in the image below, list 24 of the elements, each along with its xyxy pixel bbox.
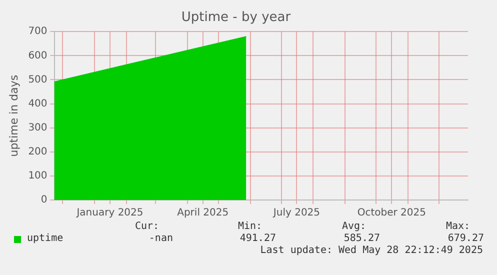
x-tick-label: October 2025 [357, 208, 426, 219]
y-axis-title: uptime in days [7, 74, 20, 157]
y-tick-label: 700 [28, 26, 48, 38]
y-tick-label: 300 [28, 122, 48, 134]
x-tick-label: July 2025 [272, 208, 320, 219]
chart-title: Uptime - by year [181, 10, 292, 26]
y-tick-label: 400 [28, 98, 48, 110]
y-tick-label: 200 [28, 146, 48, 158]
y-tick-label: 600 [28, 50, 48, 62]
y-tick-label: 500 [28, 74, 48, 86]
text: 585.27 [344, 233, 380, 244]
y-tick-label: 0 [40, 194, 48, 206]
text: Min: [238, 221, 262, 232]
legend-label: uptime [27, 233, 64, 244]
text: Avg: [342, 221, 366, 232]
text: -nan [148, 233, 173, 244]
text: 679.27 [448, 233, 484, 244]
text: 491.27 [240, 233, 276, 244]
x-tick-label: January 2025 [76, 208, 144, 219]
y-tick-label: 100 [28, 170, 48, 182]
x-tick-label: April 2025 [177, 208, 229, 219]
text: Last update: Wed May 28 22:12:49 2025 [260, 245, 483, 256]
text: Cur: [135, 221, 160, 232]
text: Max: [446, 221, 470, 232]
